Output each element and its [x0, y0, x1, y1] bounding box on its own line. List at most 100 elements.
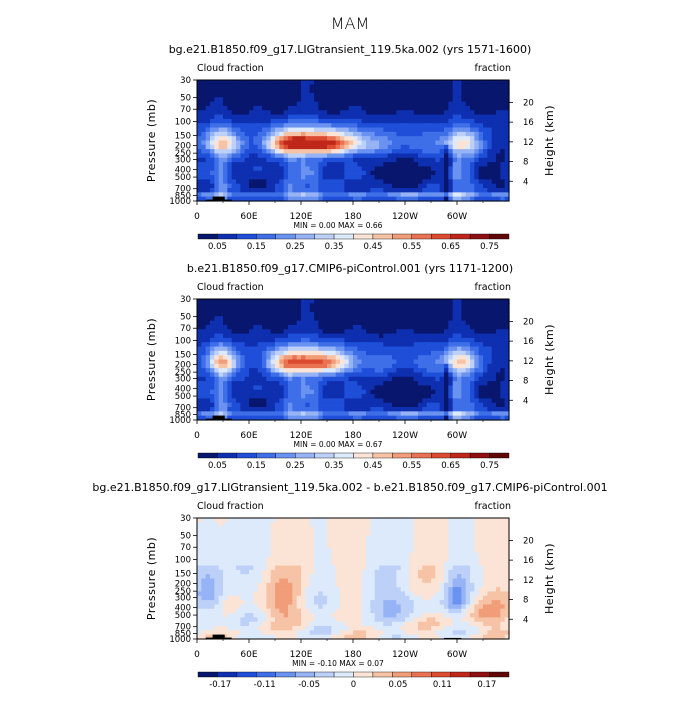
field-cell: [266, 351, 271, 356]
field-cell: [370, 115, 375, 120]
field-cell: [422, 411, 427, 416]
field-cell: [500, 385, 505, 390]
field-cell: [297, 128, 302, 133]
field-cell: [379, 342, 384, 347]
field-cell: [223, 398, 228, 403]
field-cell: [444, 145, 449, 150]
field-cell: [253, 381, 258, 386]
field-cell: [219, 535, 224, 540]
field-cell: [500, 192, 505, 197]
field-cell: [331, 141, 336, 146]
field-cell: [496, 557, 501, 562]
field-cell: [331, 115, 336, 120]
field-cell: [357, 102, 362, 107]
field-cell: [500, 360, 505, 365]
field-cell: [323, 89, 328, 94]
field-cell: [422, 342, 427, 347]
field-cell: [500, 299, 505, 304]
field-cell: [388, 518, 393, 523]
field-cell: [219, 308, 224, 313]
field-cell: [353, 97, 358, 102]
field-cell: [223, 390, 228, 395]
field-cell: [201, 342, 206, 347]
field-cell: [357, 93, 362, 98]
field-cell: [427, 188, 432, 193]
field-cell: [466, 299, 471, 304]
field-cell: [219, 106, 224, 111]
field-cell: [431, 398, 436, 403]
field-cell: [461, 153, 466, 158]
field-cell: [253, 338, 258, 343]
field-cell: [245, 184, 250, 189]
field-cell: [396, 390, 401, 395]
field-cell: [448, 329, 453, 334]
field-cell: [236, 184, 241, 189]
field-cell: [435, 535, 440, 540]
field-cell: [492, 338, 497, 343]
field-cell: [409, 531, 414, 536]
field-cell: [253, 84, 258, 89]
field-cell: [197, 398, 202, 403]
field-cell: [492, 110, 497, 115]
field-cell: [405, 303, 410, 308]
field-cell: [288, 381, 293, 386]
field-cell: [305, 136, 310, 141]
field-cell: [427, 390, 432, 395]
field-cell: [197, 522, 202, 527]
field-cell: [201, 93, 206, 98]
field-cell: [474, 153, 479, 158]
field-cell: [331, 110, 336, 115]
field-cell: [323, 394, 328, 399]
field-cell: [383, 171, 388, 176]
field-cell: [383, 544, 388, 549]
field-cell: [448, 171, 453, 176]
field-cell: [370, 347, 375, 352]
field-cell: [453, 321, 458, 326]
field-cell: [422, 171, 427, 176]
field-cell: [210, 123, 215, 128]
field-cell: [453, 299, 458, 304]
field-cell: [444, 381, 449, 386]
field-cell: [366, 141, 371, 146]
field-cell: [305, 153, 310, 158]
field-cell: [496, 184, 501, 189]
field-cell: [440, 557, 445, 562]
field-cell: [427, 342, 432, 347]
field-cell: [427, 531, 432, 536]
field-cell: [461, 188, 466, 193]
field-cell: [414, 115, 419, 120]
field-cell: [201, 553, 206, 558]
field-cell: [253, 329, 258, 334]
field-cell: [197, 132, 202, 137]
field-cell: [331, 93, 336, 98]
field-cell: [492, 188, 497, 193]
field-cell: [275, 141, 280, 146]
field-cell: [340, 368, 345, 373]
field-cell: [314, 110, 319, 115]
field-cell: [435, 153, 440, 158]
field-cell: [275, 548, 280, 553]
field-cell: [388, 175, 393, 180]
field-cell: [500, 316, 505, 321]
field-cell: [422, 153, 427, 158]
field-cell: [344, 115, 349, 120]
field-cell: [340, 312, 345, 317]
field-cell: [253, 398, 258, 403]
field-cell: [214, 334, 219, 339]
field-cell: [219, 518, 224, 523]
field-cell: [470, 385, 475, 390]
field-cell: [236, 321, 241, 326]
field-cell: [327, 132, 332, 137]
field-cell: [266, 149, 271, 154]
field-cell: [405, 316, 410, 321]
field-cell: [392, 411, 397, 416]
field-cell: [240, 123, 245, 128]
field-cell: [314, 93, 319, 98]
panel-3: bg.e21.B1850.f09_g17.LIGtransient_119.5k…: [92, 481, 607, 690]
field-cell: [223, 527, 228, 532]
field-cell: [444, 548, 449, 553]
field-cell: [340, 192, 345, 197]
field-cell: [414, 394, 419, 399]
field-cell: [245, 115, 250, 120]
field-cell: [418, 192, 423, 197]
